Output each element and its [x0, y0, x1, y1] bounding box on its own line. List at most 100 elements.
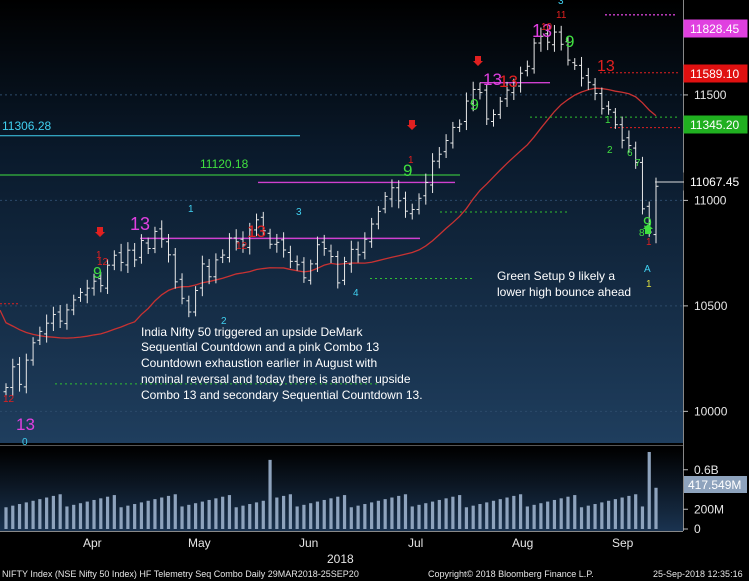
demark-count-label: 9 [565, 32, 574, 51]
level-label-11306: 11306.28 [2, 119, 51, 133]
gridlines [0, 94, 683, 412]
sell-arrow [473, 56, 483, 66]
volume-bar [363, 504, 367, 529]
annotation-setup-line-2: lower high bounce ahead [497, 285, 631, 299]
volume-bar [444, 498, 448, 529]
volume-bar [241, 505, 245, 529]
volume-bar [146, 500, 150, 529]
volume-bar [390, 497, 394, 529]
volume-bar [315, 501, 320, 529]
volume-bar [139, 502, 144, 529]
month-label-sep: Sep [612, 536, 634, 550]
volume-bar [160, 497, 164, 529]
volume-bar [586, 505, 590, 529]
volume-bar [634, 494, 638, 529]
volume-bar [342, 495, 347, 529]
volume-bar [539, 503, 543, 529]
demark-count-label: 0 [22, 437, 28, 448]
volume-bar [99, 498, 103, 529]
year-label: 2018 [327, 552, 354, 566]
buy-arrow [643, 224, 653, 234]
price-bars [3, 24, 659, 396]
level-label-11120: 11120.18 [200, 157, 249, 171]
volume-bar [92, 499, 96, 529]
volume-bar [329, 498, 333, 529]
volume-bar [566, 496, 570, 529]
volume-bar [620, 497, 624, 529]
annotation-line-1: India Nifty 50 triggered an upside DeMar… [141, 325, 363, 339]
volume-bar [458, 495, 462, 529]
volume-bar [532, 504, 536, 529]
annotation-line-5: Combo 13 and secondary Sequential Countd… [141, 388, 423, 402]
volume-bar [403, 494, 408, 529]
price-tag-label: 11589.10 [690, 67, 739, 81]
demark-count-label: 3 [558, 0, 564, 7]
volume-bar [437, 499, 441, 529]
volume-bars [4, 451, 658, 529]
demark-count-label: 13 [130, 214, 150, 234]
demark-count-label: 12 [236, 241, 248, 252]
volume-bar [471, 505, 475, 529]
volume-bar [417, 504, 421, 529]
price-tick-label: 11500 [694, 88, 727, 102]
volume-bar [248, 504, 252, 529]
month-label-may: May [188, 536, 211, 550]
volume-bar [133, 504, 137, 529]
volume-bar [579, 507, 584, 529]
volume-bar [383, 499, 387, 529]
volume-bar [4, 507, 8, 529]
volume-tick-label: 0 [694, 522, 701, 536]
demark-count-label: 2 [607, 145, 613, 156]
annotation-line-3: Countdown exhaustion earlier in August w… [141, 356, 377, 370]
price-tick-label: 10000 [694, 404, 728, 418]
month-label-aug: Aug [512, 536, 533, 550]
volume-bar [512, 495, 516, 529]
demark-count-label: 10 [541, 22, 553, 33]
volume-bar [607, 500, 611, 529]
footer-center: Copyright© 2018 Bloomberg Finance L.P. [428, 569, 594, 579]
volume-bar [640, 506, 645, 529]
demark-count-label: 13 [532, 21, 552, 41]
volume-bar [600, 502, 604, 529]
demark-count-label: 1 [96, 250, 102, 261]
volume-bar [498, 499, 502, 529]
volume-bar [654, 487, 658, 529]
volume-bar [221, 496, 225, 529]
demark-count-label: 12 [3, 394, 15, 405]
volume-bar [112, 495, 116, 529]
volume-tick-label: 200M [694, 502, 724, 516]
demark-count-label: 12 [97, 257, 109, 268]
demark-count-label: 9 [470, 97, 479, 114]
price-tag-box [683, 115, 748, 134]
demark-count-label: 13 [483, 70, 502, 89]
sell-arrow [95, 227, 105, 237]
volume-bar [349, 507, 353, 529]
volume-bar [647, 451, 651, 529]
demark-count-label: 9 [403, 161, 412, 180]
volume-bar [17, 504, 22, 529]
price-tag-label: 11067.45 [690, 175, 739, 189]
price-tick-label: 11000 [694, 193, 727, 207]
volume-bar [288, 494, 292, 529]
volume-bar [227, 495, 232, 529]
annotation-setup: Green Setup 9 likely a lower high bounce… [497, 269, 631, 299]
volume-bar [593, 504, 597, 529]
volume-bar [525, 506, 529, 529]
volume-bar [613, 499, 617, 529]
volume-bar [295, 506, 299, 529]
price-panel-background [0, 0, 683, 443]
volume-tag-label: 417.549M [688, 478, 741, 492]
annotation-setup-line-1: Green Setup 9 likely a [497, 269, 615, 283]
volume-bar [207, 499, 211, 529]
volume-bar [397, 495, 401, 529]
footer-right: 25-Sep-2018 12:35:16 [653, 569, 743, 579]
month-label-apr: Apr [83, 536, 102, 550]
demark-count-label: 8 [639, 228, 645, 239]
volume-bar [105, 496, 110, 529]
volume-bar [464, 507, 469, 529]
annotation-line-2: Sequential Countdown and a pink Combo 13 [141, 340, 379, 354]
level-lines [0, 14, 680, 385]
volume-bar [559, 498, 563, 529]
moving-average-line [0, 87, 657, 339]
